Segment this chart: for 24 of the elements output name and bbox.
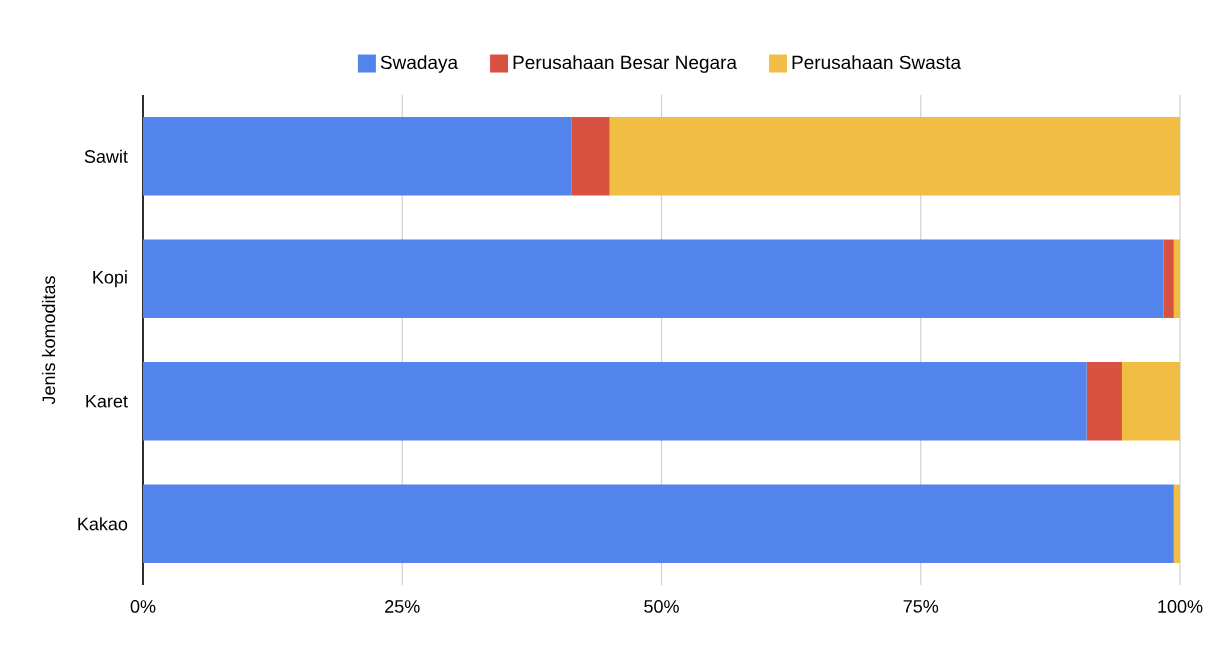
x-tick-label: 100% (1158, 600, 1203, 613)
y-tick-label: Kakao (78, 517, 128, 531)
bar (1173, 239, 1181, 318)
y-axis-title: Jenis komoditas (41, 276, 56, 405)
legend-label: Perusahaan Swasta (792, 55, 962, 70)
y-tick-label: Kopi (93, 270, 127, 288)
y-tick-label: Karet (86, 394, 128, 408)
bar (143, 362, 1087, 441)
bar (1121, 362, 1181, 441)
bar (143, 484, 1174, 563)
bar (1173, 484, 1181, 563)
bar (609, 117, 1181, 196)
bar (143, 117, 572, 196)
bar (571, 117, 610, 196)
bar (1086, 362, 1122, 441)
x-tick-label: 0% (130, 600, 156, 613)
x-tick-label: 25% (385, 600, 420, 613)
x-tick-label: 75% (903, 600, 939, 613)
legend-label: Perusahaan Besar Negara (513, 55, 737, 73)
bar (1163, 239, 1174, 318)
legend-label: Swadaya (380, 55, 459, 73)
x-tick-label: 50% (644, 600, 679, 613)
y-tick-label: Sawit (84, 149, 128, 163)
bar (143, 239, 1164, 318)
